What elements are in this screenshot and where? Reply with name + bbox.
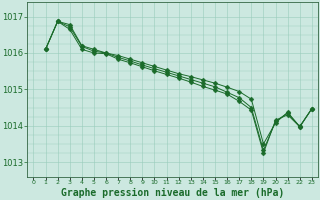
X-axis label: Graphe pression niveau de la mer (hPa): Graphe pression niveau de la mer (hPa) <box>61 188 284 198</box>
